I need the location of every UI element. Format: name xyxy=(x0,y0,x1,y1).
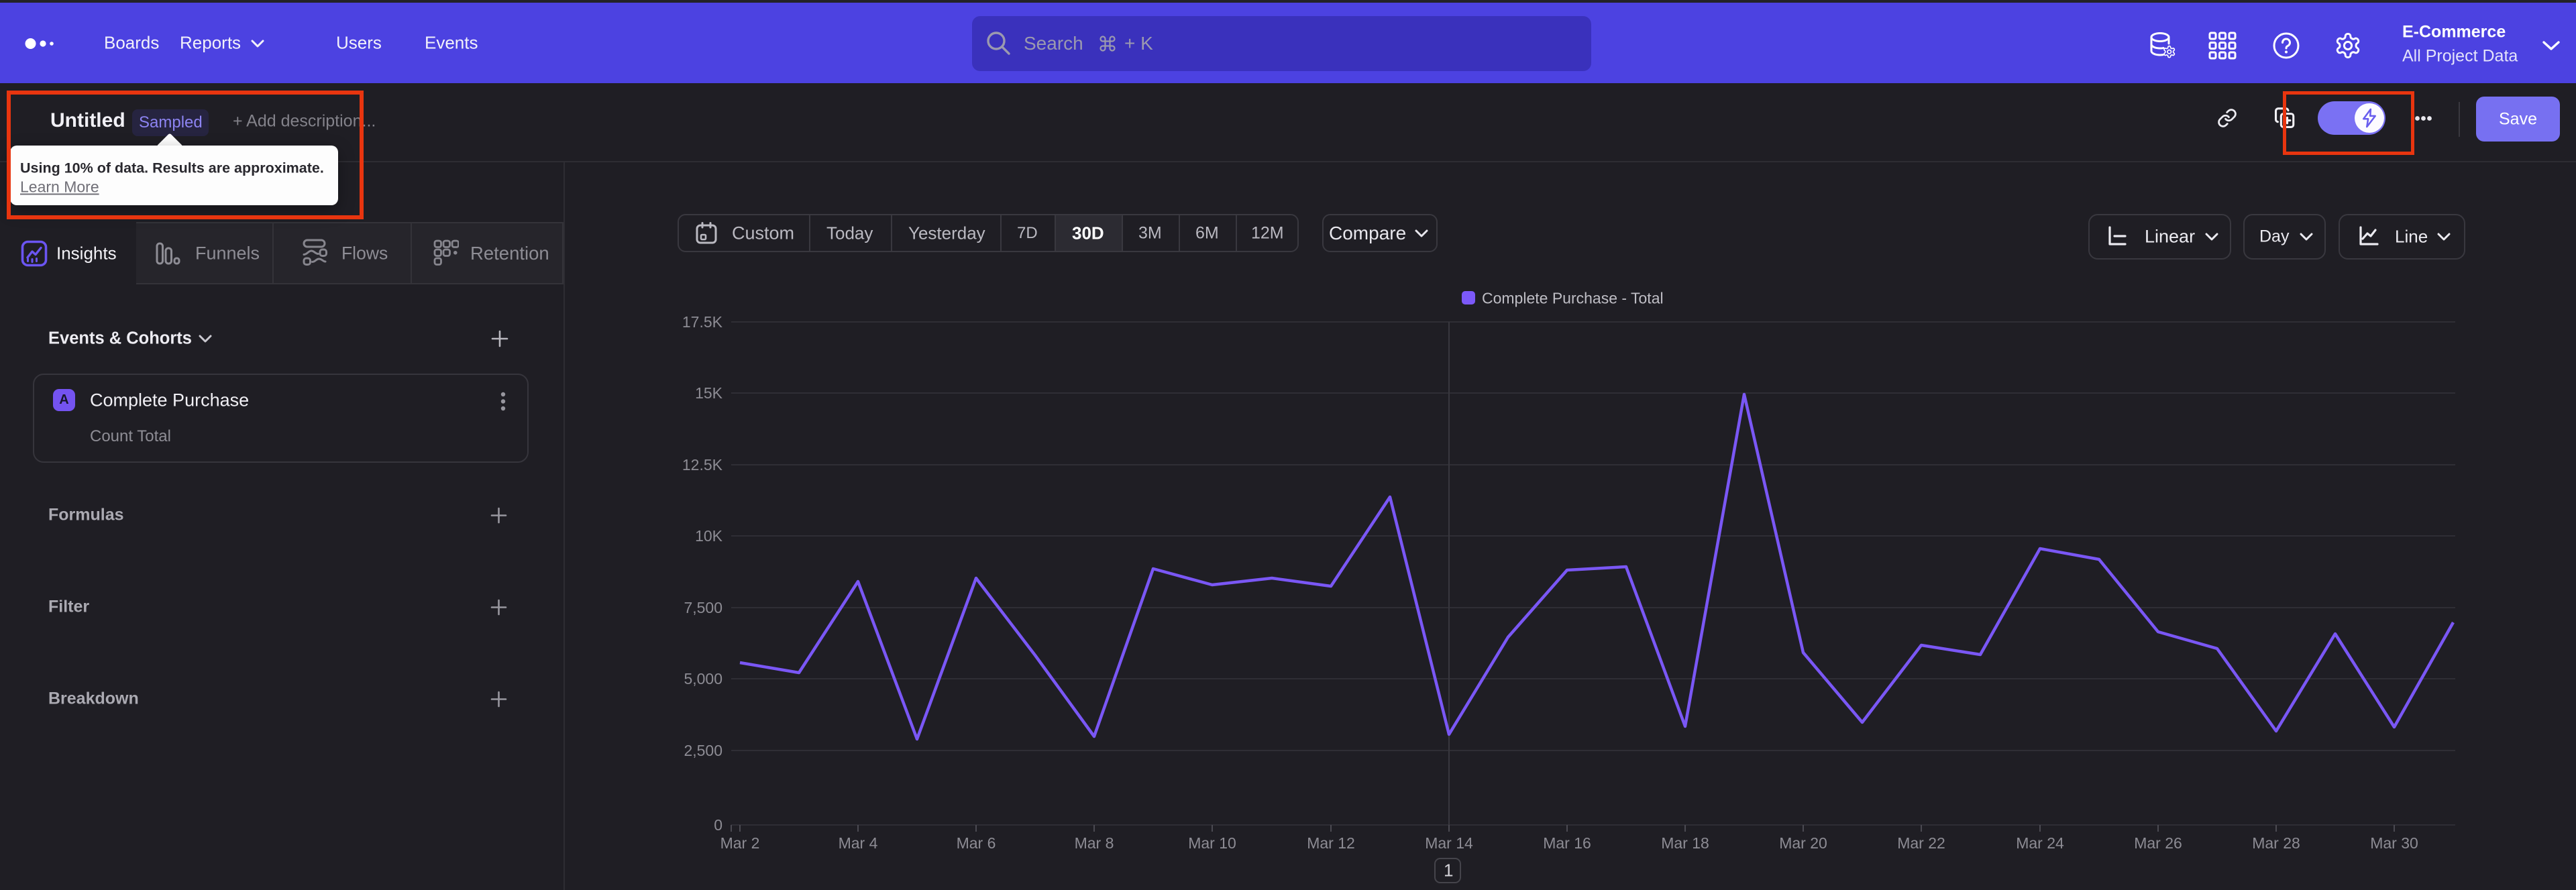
svg-text:Mar 16: Mar 16 xyxy=(1543,834,1591,852)
svg-text:Mar 4: Mar 4 xyxy=(839,834,878,852)
svg-text:Mar 6: Mar 6 xyxy=(957,834,996,852)
svg-text:10K: 10K xyxy=(695,527,723,545)
svg-text:17.5K: 17.5K xyxy=(682,313,723,331)
svg-text:12.5K: 12.5K xyxy=(682,456,723,474)
svg-text:0: 0 xyxy=(714,816,722,834)
svg-text:2,500: 2,500 xyxy=(684,742,722,759)
svg-text:Mar 2: Mar 2 xyxy=(720,834,760,852)
svg-text:15K: 15K xyxy=(695,384,723,402)
svg-text:Mar 10: Mar 10 xyxy=(1188,834,1236,852)
svg-text:Mar 8: Mar 8 xyxy=(1075,834,1114,852)
svg-text:7,500: 7,500 xyxy=(684,599,722,616)
svg-text:Mar 26: Mar 26 xyxy=(2134,834,2182,852)
svg-text:Mar 14: Mar 14 xyxy=(1425,834,1473,852)
svg-text:Mar 28: Mar 28 xyxy=(2252,834,2300,852)
svg-text:Mar 12: Mar 12 xyxy=(1307,834,1355,852)
svg-text:Mar 30: Mar 30 xyxy=(2370,834,2418,852)
svg-text:Mar 22: Mar 22 xyxy=(1897,834,1945,852)
svg-text:Mar 18: Mar 18 xyxy=(1661,834,1709,852)
svg-text:5,000: 5,000 xyxy=(684,670,722,687)
svg-text:Mar 24: Mar 24 xyxy=(2016,834,2064,852)
svg-text:Mar 20: Mar 20 xyxy=(1779,834,1827,852)
